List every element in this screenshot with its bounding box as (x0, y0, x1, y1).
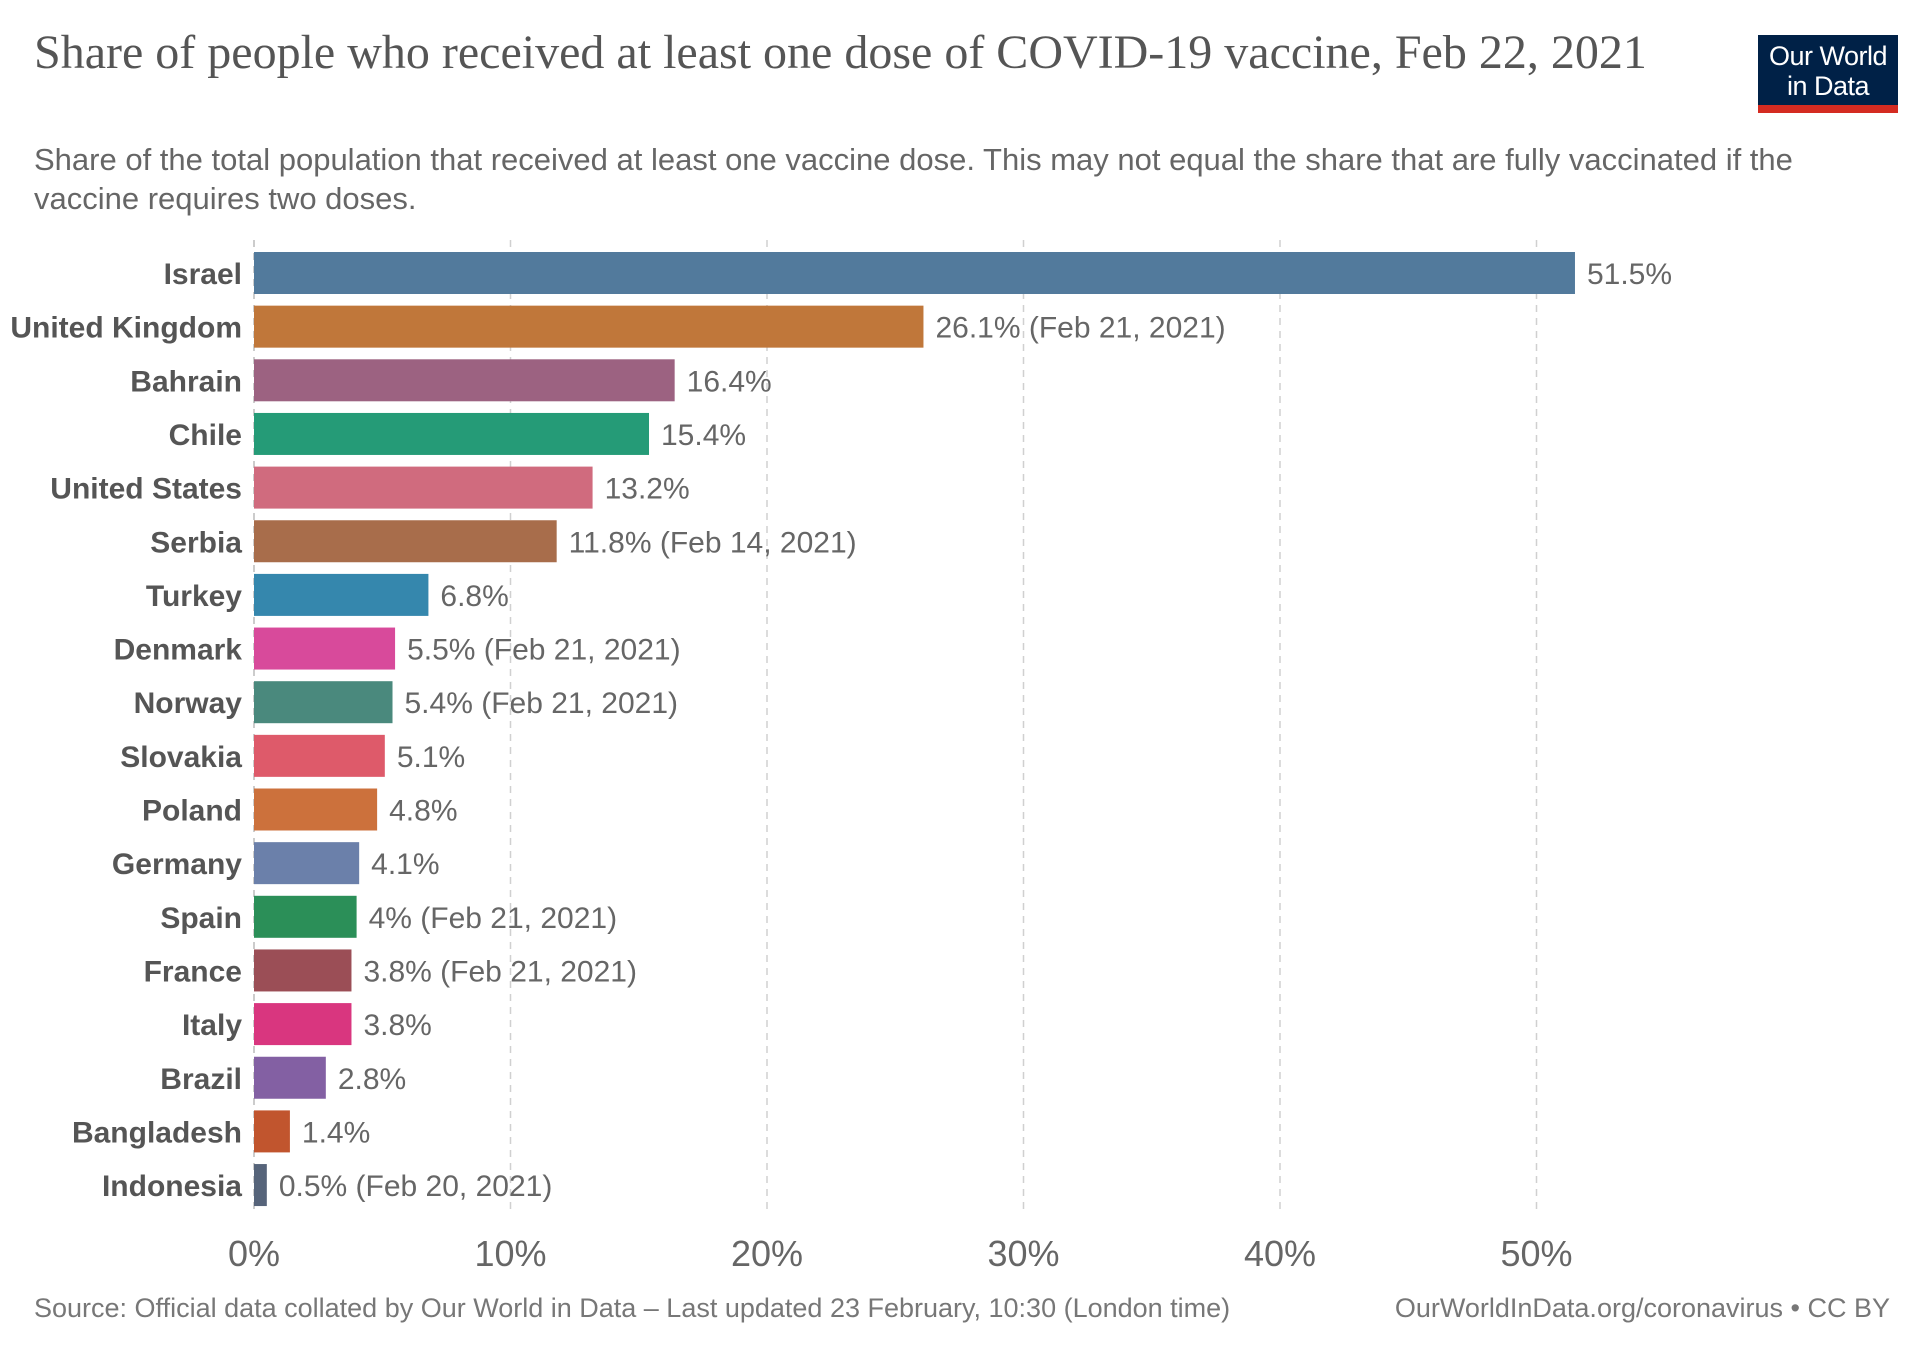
value-label: 6.8% (440, 580, 508, 613)
bar-chart: Israel 51.5% United Kingdom 26.1% (Feb 21, … (10, 240, 1672, 1274)
bar-bangladesh (254, 1110, 290, 1153)
value-label: 5.1% (397, 741, 465, 774)
x-tick-label: 40% (1244, 1233, 1316, 1274)
category-label: Poland (142, 795, 242, 828)
value-label: 4% (Feb 21, 2021) (369, 902, 617, 935)
category-label: United States (50, 473, 242, 506)
category-label: Bangladesh (72, 1116, 242, 1149)
value-label: 4.8% (389, 795, 457, 828)
value-label: 4.1% (371, 848, 439, 881)
logo-line-1: Our World (1768, 41, 1888, 71)
value-label: 13.2% (605, 473, 690, 506)
bar-turkey (254, 573, 429, 616)
value-label: 11.8% (Feb 14, 2021) (569, 526, 857, 559)
bar-norway (254, 681, 393, 724)
bar-denmark (254, 627, 396, 670)
bars: Israel 51.5% United Kingdom 26.1% (Feb 21, … (10, 252, 1672, 1207)
x-tick-label: 30% (987, 1233, 1059, 1274)
bar-brazil (254, 1056, 326, 1099)
bar-italy (254, 1003, 352, 1046)
bar-spain (254, 895, 357, 938)
category-label: Spain (160, 902, 242, 935)
bar-france (254, 949, 352, 992)
x-axis: 0% 10% 20% 30% 40% 50% (228, 1233, 1573, 1274)
chart-title: Share of people who received at least on… (34, 26, 1647, 79)
category-label: Bahrain (130, 365, 242, 398)
bar-indonesia (254, 1164, 267, 1207)
x-tick-label: 50% (1500, 1233, 1572, 1274)
category-label: Germany (112, 848, 242, 881)
bar-israel (254, 252, 1575, 294)
category-label: Italy (182, 1009, 242, 1042)
bar-bahrain (254, 359, 675, 402)
value-label: 51.5% (1587, 258, 1672, 291)
category-label: Norway (134, 687, 243, 720)
value-label: 5.4% (Feb 21, 2021) (405, 687, 679, 720)
category-label: France (144, 955, 242, 988)
bar-united-kingdom (254, 305, 924, 348)
x-tick-label: 0% (228, 1233, 280, 1274)
category-label: Serbia (150, 526, 242, 559)
category-label: Denmark (114, 634, 243, 667)
category-label: Slovakia (120, 741, 242, 774)
source-link[interactable]: OurWorldInData.org/coronavirus • CC BY (1394, 1293, 1890, 1323)
category-label: Chile (169, 419, 242, 452)
grid-lines (253, 240, 1538, 1215)
owid-logo[interactable]: Our World in Data (1758, 35, 1898, 113)
category-label: Turkey (146, 580, 242, 613)
chart-subtitle: Share of the total population that recei… (34, 142, 1793, 216)
logo-line-2: in Data (1786, 71, 1870, 101)
source-note: Source: Official data collated by Our Wo… (34, 1293, 1231, 1323)
value-label: 3.8% (363, 1009, 431, 1042)
category-label: Brazil (160, 1063, 242, 1096)
category-label: Israel (164, 258, 242, 291)
bar-poland (254, 788, 378, 831)
value-label: 16.4% (687, 365, 772, 398)
x-tick-label: 20% (731, 1233, 803, 1274)
value-label: 26.1% (Feb 21, 2021) (935, 312, 1225, 345)
value-label: 3.8% (Feb 21, 2021) (363, 955, 637, 988)
bar-serbia (254, 520, 557, 563)
bar-slovakia (254, 734, 385, 777)
x-tick-label: 10% (474, 1233, 546, 1274)
bar-united-states (254, 466, 593, 509)
category-label: United Kingdom (10, 312, 242, 345)
category-label: Indonesia (102, 1170, 242, 1203)
value-label: 15.4% (661, 419, 746, 452)
bar-chile (254, 412, 650, 455)
value-label: 2.8% (338, 1063, 406, 1096)
value-label: 0.5% (Feb 20, 2021) (279, 1170, 553, 1203)
bar-germany (254, 842, 360, 885)
value-label: 5.5% (Feb 21, 2021) (407, 634, 681, 667)
value-label: 1.4% (302, 1116, 370, 1149)
